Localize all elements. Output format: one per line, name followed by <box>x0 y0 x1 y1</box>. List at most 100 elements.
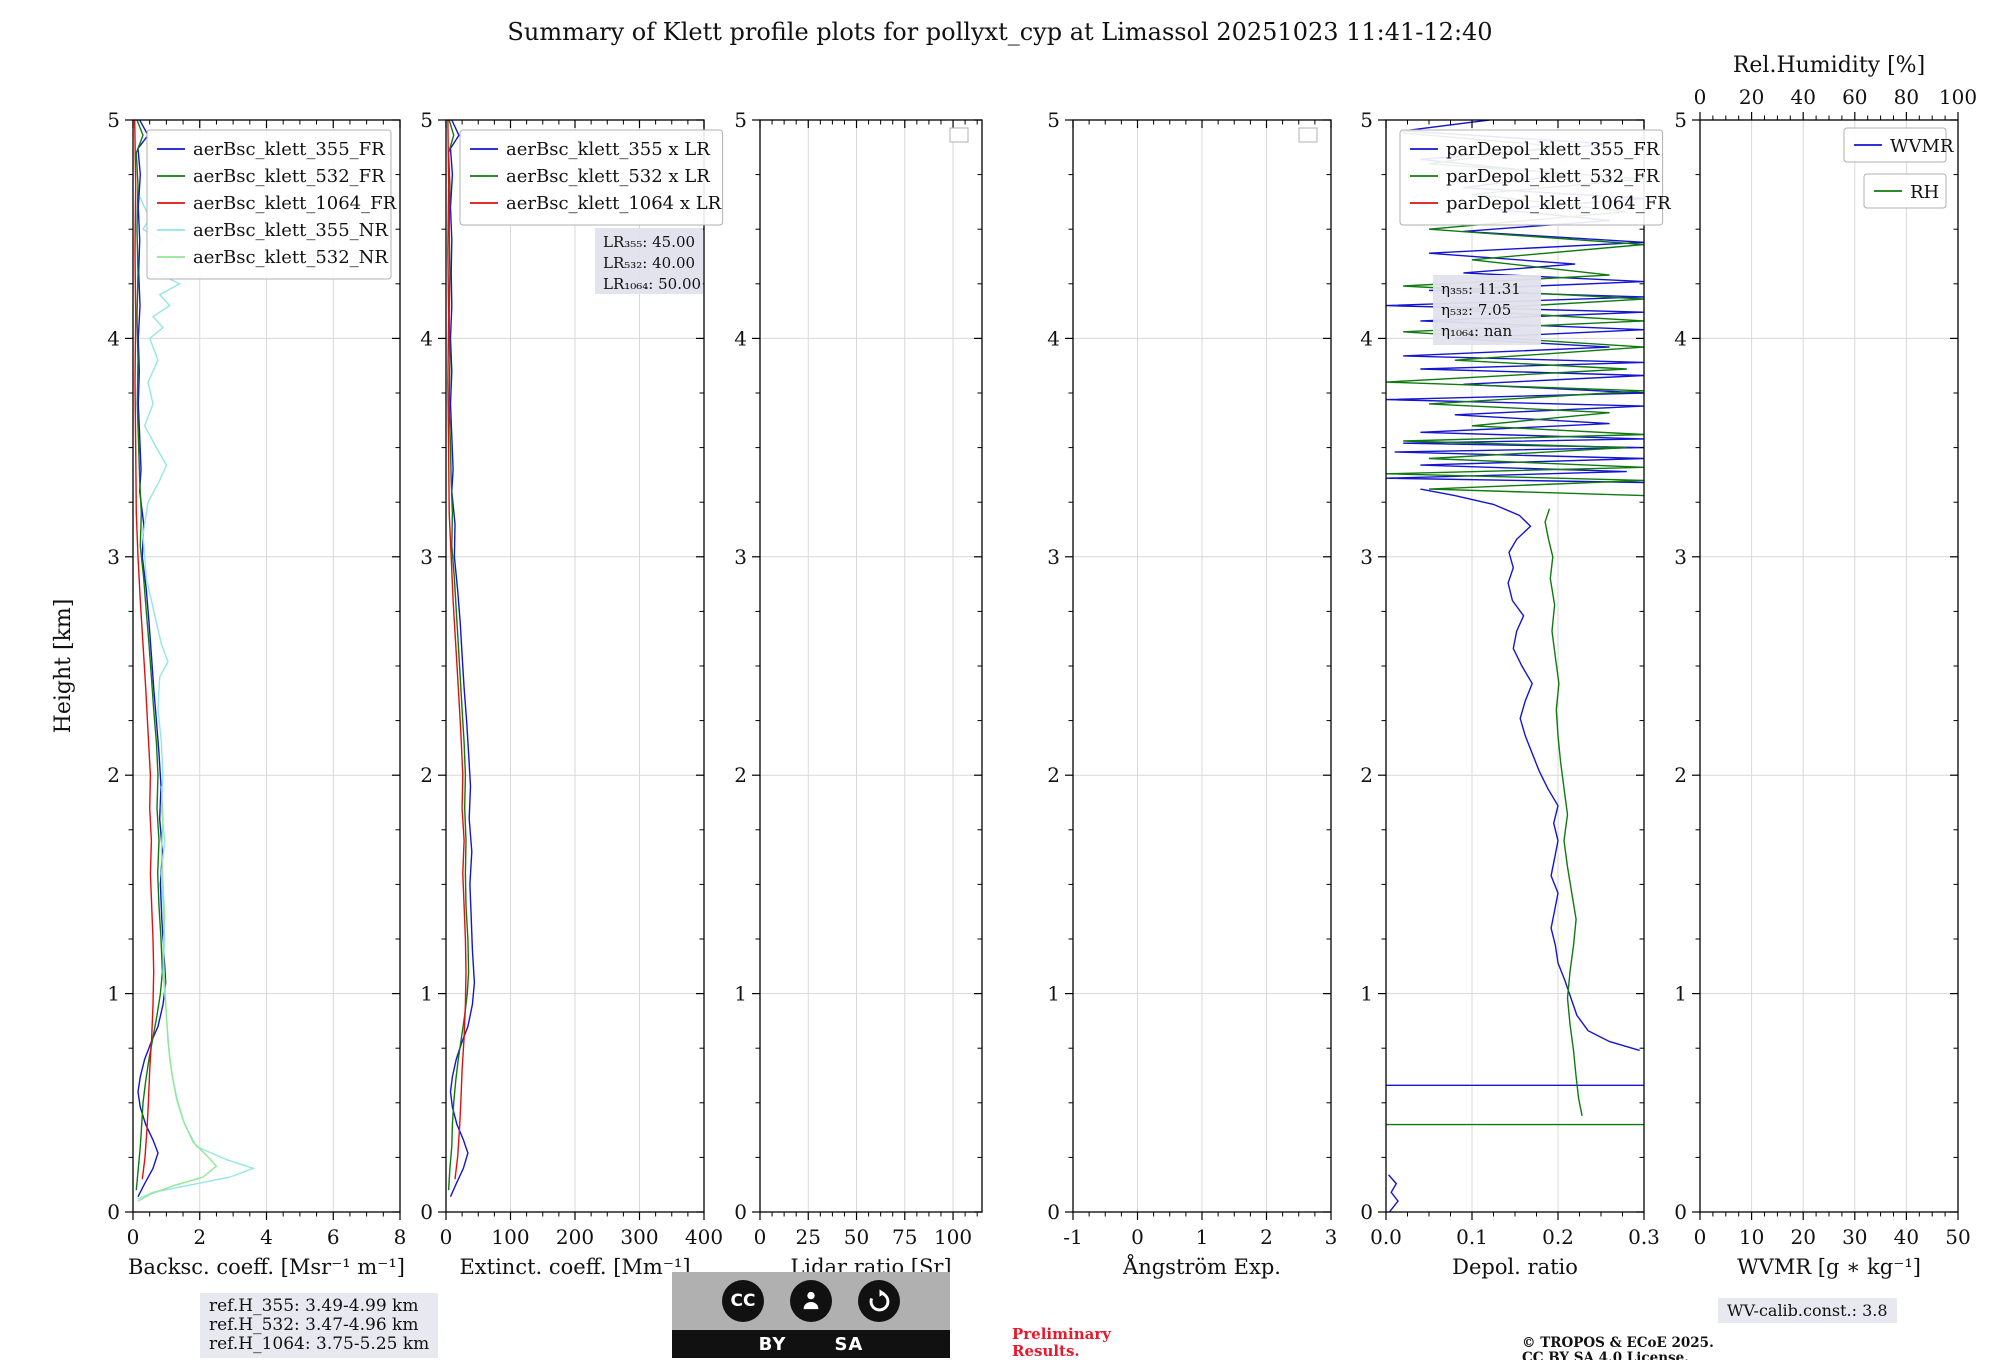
panel-depol-ratio: 0.0 0.1 0.2 0.3 Depol. ratio 0 1 2 3 4 5 parDepol_k… <box>1360 108 1671 1279</box>
preliminary-results-note: Preliminary Results. <box>1012 1326 1111 1360</box>
legend-label: aerBsc_klett_355 x LR <box>506 139 710 160</box>
x-tick-label: 6 <box>327 1225 340 1249</box>
y-axis: 0 1 2 3 4 5 <box>734 108 982 1224</box>
cc-logo-icon: CC <box>722 1280 764 1322</box>
top-tick-label: 80 <box>1894 85 1919 109</box>
x-tick-label: 0 <box>127 1225 140 1249</box>
legend-label: aerBsc_klett_532 x LR <box>506 166 710 187</box>
y-tick-label: 5 <box>107 108 120 132</box>
annotation-box: LR₃₅₅: 45.00 LR₅₃₂: 40.00 LR₁₀₆₄: 50.00 <box>595 228 703 294</box>
annotation-line: LR₅₃₂: 40.00 <box>603 254 695 272</box>
y-tick-label: 5 <box>420 108 433 132</box>
y-tick-label: 0 <box>734 1200 747 1224</box>
y-tick-label: 2 <box>1674 763 1687 787</box>
y-tick-label: 3 <box>1360 545 1373 569</box>
top-axis: 0 20 40 60 80 100 Rel.Humidity [%] <box>1694 53 1977 120</box>
y-axis: 0 1 2 3 4 5 <box>1360 108 1644 1224</box>
y-tick-label: 5 <box>1047 108 1060 132</box>
legend: parDepol_klett_355_FR parDepol_klett_532_… <box>1399 129 1671 226</box>
x-tick-label: 400 <box>685 1225 723 1249</box>
annotation-line: LR₁₀₆₄: 50.00 <box>603 275 701 293</box>
series-group <box>447 120 476 1197</box>
y-tick-label: 0 <box>1674 1200 1687 1224</box>
annotation-line: LR₃₅₅: 45.00 <box>603 233 695 251</box>
legend: aerBsc_klett_355 x LR aerBsc_klett_532 x … <box>459 129 724 226</box>
ref-height-532: ref.H_532: 3.47-4.96 km <box>209 1315 419 1335</box>
y-tick-label: 3 <box>107 545 120 569</box>
panel-backscatter: 0 2 4 6 8 Backsc. coeff. [Msr⁻¹ m⁻¹] 0 1 2 3 4 5 aer… <box>107 108 406 1279</box>
y-tick-label: 5 <box>734 108 747 132</box>
copyright-line1: © TROPOS & ECoE 2025. <box>1522 1335 1714 1351</box>
x-axis: 0 2 4 6 8 Backsc. coeff. [Msr⁻¹ m⁻¹] <box>127 120 406 1279</box>
legend-empty <box>949 127 969 143</box>
legend-label: aerBsc_klett_355_NR <box>193 220 388 241</box>
top-tick-label: 20 <box>1739 85 1764 109</box>
preliminary-line2: Results. <box>1012 1342 1080 1360</box>
y-tick-label: 2 <box>1047 763 1060 787</box>
legend-label: WVMR <box>1890 136 1954 157</box>
y-tick-label: 2 <box>1360 763 1373 787</box>
legend-label: RH <box>1910 182 1939 203</box>
y-tick-label: 2 <box>107 763 120 787</box>
x-axis-label: Depol. ratio <box>1452 1255 1578 1279</box>
x-tick-label: 0 <box>1694 1225 1707 1249</box>
y-tick-label: 2 <box>734 763 747 787</box>
grid <box>1699 119 1959 1213</box>
legend-label: parDepol_klett_532_FR <box>1446 166 1660 187</box>
x-tick-label: 0.0 <box>1370 1225 1402 1249</box>
legend-label: aerBsc_klett_532_FR <box>193 166 385 187</box>
y-tick-label: 2 <box>420 763 433 787</box>
y-tick-label: 0 <box>1360 1200 1373 1224</box>
y-tick-label: 5 <box>1674 108 1687 132</box>
cc-attribution-person-icon <box>790 1280 832 1322</box>
cc-license-badge: CC BY SA <box>672 1272 950 1358</box>
grid <box>759 119 982 1213</box>
series-aerBsc_klett_532_NR <box>137 786 218 1202</box>
series-group <box>134 120 256 1202</box>
top-tick-label: 60 <box>1842 85 1867 109</box>
legend-empty <box>1298 127 1318 143</box>
legend: aerBsc_klett_355_FR aerBsc_klett_532_FRae… <box>146 129 397 280</box>
y-tick-label: 1 <box>1674 982 1687 1006</box>
x-axis-label: Extinct. coeff. [Mm⁻¹] <box>459 1255 690 1279</box>
legend-label: parDepol_klett_1064_FR <box>1446 193 1671 214</box>
y-tick-label: 3 <box>734 545 747 569</box>
annotation-line: η₅₃₂: 7.05 <box>1441 301 1511 319</box>
y-tick-label: 4 <box>420 326 433 350</box>
x-axis: 0 100 200 300 400 Extinct. coeff. [Mm⁻¹] <box>440 120 723 1279</box>
x-tick-label: 300 <box>620 1225 658 1249</box>
copyright-note: © TROPOS & ECoE 2025. CC BY SA 4.0 Licen… <box>1522 1336 1714 1360</box>
x-tick-label: 40 <box>1894 1225 1919 1249</box>
copyright-line2: CC BY SA 4.0 License. <box>1522 1350 1689 1360</box>
grid <box>1072 119 1332 1213</box>
x-tick-label: 1 <box>1196 1225 1209 1249</box>
y-axis: 0 1 2 3 4 5 <box>107 108 400 1224</box>
y-tick-label: 4 <box>734 326 747 350</box>
x-tick-label: 0 <box>440 1225 453 1249</box>
top-axis-label: Rel.Humidity [%] <box>1733 53 1925 78</box>
x-tick-label: 0.1 <box>1456 1225 1488 1249</box>
y-tick-label: 3 <box>420 545 433 569</box>
x-tick-label: 4 <box>260 1225 273 1249</box>
cc-sa-label: SA <box>834 1333 864 1355</box>
series-aerBsc_klett_355_x_LR <box>449 120 476 1197</box>
series-aerBsc_klett_532_FR <box>135 120 164 1191</box>
x-tick-label: 0 <box>1131 1225 1144 1249</box>
x-axis: -1 0 1 2 3 Ångström Exp. <box>1063 120 1337 1279</box>
y-tick-label: 1 <box>734 982 747 1006</box>
series-parDepol_klett_355_FR <box>1388 1174 1399 1212</box>
grid <box>132 119 401 1213</box>
y-tick-label: 0 <box>420 1200 433 1224</box>
plot-frame <box>759 119 983 1213</box>
legend-label: aerBsc_klett_1064 x LR <box>506 193 722 214</box>
cc-icons-row: CC <box>672 1276 950 1326</box>
series-aerBsc_klett_1064_x_LR <box>447 120 467 1180</box>
y-tick-label: 5 <box>1360 108 1373 132</box>
y-axis: 0 1 2 3 4 5 <box>1674 108 1958 1224</box>
legend-RH: RH <box>1863 173 1947 209</box>
top-tick-label: 0 <box>1694 85 1707 109</box>
x-tick-label: 2 <box>193 1225 206 1249</box>
y-axis: 0 1 2 3 4 5 <box>1047 108 1331 1224</box>
y-tick-label: 4 <box>1047 326 1060 350</box>
